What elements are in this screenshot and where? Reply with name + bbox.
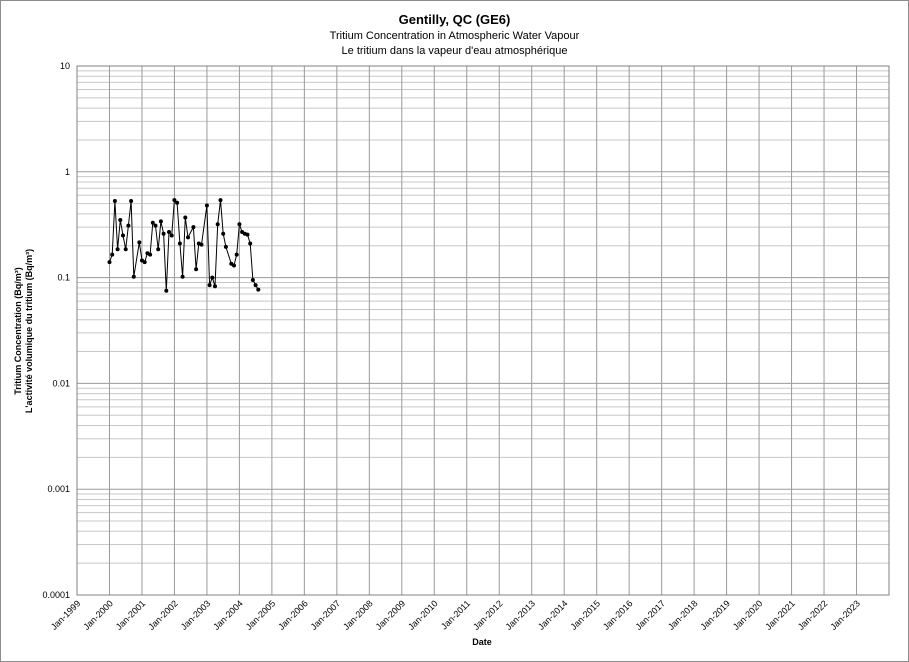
data-point — [191, 225, 196, 230]
x-tick-label: Jan-2001 — [114, 598, 148, 632]
data-point — [153, 223, 158, 228]
data-point — [169, 233, 174, 238]
data-point — [186, 235, 190, 240]
y-axis-label: Tritium Concentration (Bq/m³) — [13, 267, 23, 395]
x-tick-label: Jan-2019 — [698, 598, 732, 632]
data-point — [110, 252, 115, 257]
x-tick-label: Jan-2010 — [406, 598, 440, 632]
x-tick-label: Jan-2015 — [568, 598, 602, 632]
x-tick-labels: Jan-1999Jan-2000Jan-2001Jan-2002Jan-2003… — [49, 598, 862, 632]
x-tick-label: Jan-2005 — [244, 598, 278, 632]
x-tick-label: Jan-2008 — [341, 598, 375, 632]
data-point — [129, 199, 134, 203]
data-point — [123, 247, 128, 252]
data-point — [172, 198, 177, 203]
x-tick-label: Jan-2002 — [146, 598, 180, 632]
data-point — [199, 242, 204, 247]
data-point — [126, 223, 131, 228]
data-point — [164, 288, 169, 293]
data-point — [156, 247, 161, 252]
data-point — [107, 260, 112, 265]
data-point — [112, 199, 117, 203]
data-point — [210, 275, 215, 280]
data-point — [256, 287, 261, 292]
data-point — [167, 230, 171, 234]
chart-subtitle-french: Le tritium dans la vapeur d'eau atmosphé… — [341, 45, 568, 57]
y-axis-label-french: L'activité volumique du tritium (Bq/m³) — [24, 249, 34, 413]
x-tick-label: Jan-2009 — [374, 598, 408, 632]
data-point — [204, 203, 209, 208]
y-tick-label: 0.1 — [57, 273, 70, 283]
data-point — [150, 220, 155, 225]
data-point — [250, 278, 255, 282]
data-point — [180, 274, 185, 279]
data-point — [194, 267, 199, 272]
series-line — [109, 199, 259, 291]
x-tick-label: Jan-2006 — [276, 598, 310, 632]
plot-area-border — [76, 65, 890, 596]
x-tick-label: Jan-2018 — [666, 598, 700, 632]
data-point — [253, 283, 258, 288]
x-tick-label: Jan-2014 — [536, 598, 570, 632]
data-point — [245, 232, 250, 237]
data-point — [131, 274, 136, 279]
x-tick-label: Jan-1999 — [49, 598, 83, 632]
data-point — [223, 244, 228, 249]
data-point — [248, 241, 253, 246]
data-point — [148, 252, 153, 257]
y-tick-label: 10 — [60, 61, 70, 71]
data-point — [234, 252, 239, 257]
x-tick-label: Jan-2020 — [731, 598, 765, 632]
data-point — [207, 283, 212, 288]
y-tick-label: 0.01 — [52, 378, 70, 388]
data-point — [121, 233, 125, 238]
y-tick-label: 0.001 — [47, 484, 70, 494]
x-tick-label: Jan-2017 — [633, 598, 667, 632]
x-tick-label: Jan-2013 — [504, 598, 538, 632]
data-point — [213, 284, 217, 289]
x-tick-label: Jan-2000 — [81, 598, 115, 632]
data-point — [218, 198, 223, 203]
y-tick-label: 1 — [65, 167, 70, 177]
data-point — [221, 231, 226, 236]
x-tick-label: Jan-2022 — [796, 598, 830, 632]
data-point — [137, 240, 142, 245]
chart-title: Gentilly, QC (GE6) — [398, 12, 511, 27]
chart-subtitle: Tritium Concentration in Atmospheric Wat… — [329, 30, 580, 42]
series-markers — [107, 198, 261, 293]
data-point — [237, 222, 242, 227]
x-axis-label: Date — [472, 637, 492, 647]
data-point — [158, 219, 163, 224]
data-point — [118, 218, 123, 222]
x-tick-label: Jan-2003 — [179, 598, 213, 632]
data-point — [161, 231, 166, 236]
data-point — [183, 215, 188, 220]
data-point — [175, 200, 180, 205]
x-tick-label: Jan-2004 — [211, 598, 245, 632]
data-point — [215, 222, 220, 227]
x-tick-label: Jan-2016 — [601, 598, 635, 632]
data-point — [115, 247, 120, 252]
plot-grid — [76, 65, 889, 596]
x-tick-label: Jan-2011 — [439, 598, 472, 631]
y-tick-labels: 10 1 0.1 0.01 0.001 0.0001 — [42, 61, 70, 600]
x-tick-label: Jan-2021 — [763, 598, 797, 632]
data-point — [232, 263, 236, 268]
x-tick-label: Jan-2007 — [309, 598, 343, 632]
data-point — [142, 260, 147, 265]
x-tick-label: Jan-2023 — [828, 598, 862, 632]
x-tick-label: Jan-2012 — [471, 598, 505, 632]
data-point — [177, 241, 182, 246]
y-tick-label: 0.0001 — [42, 590, 70, 600]
